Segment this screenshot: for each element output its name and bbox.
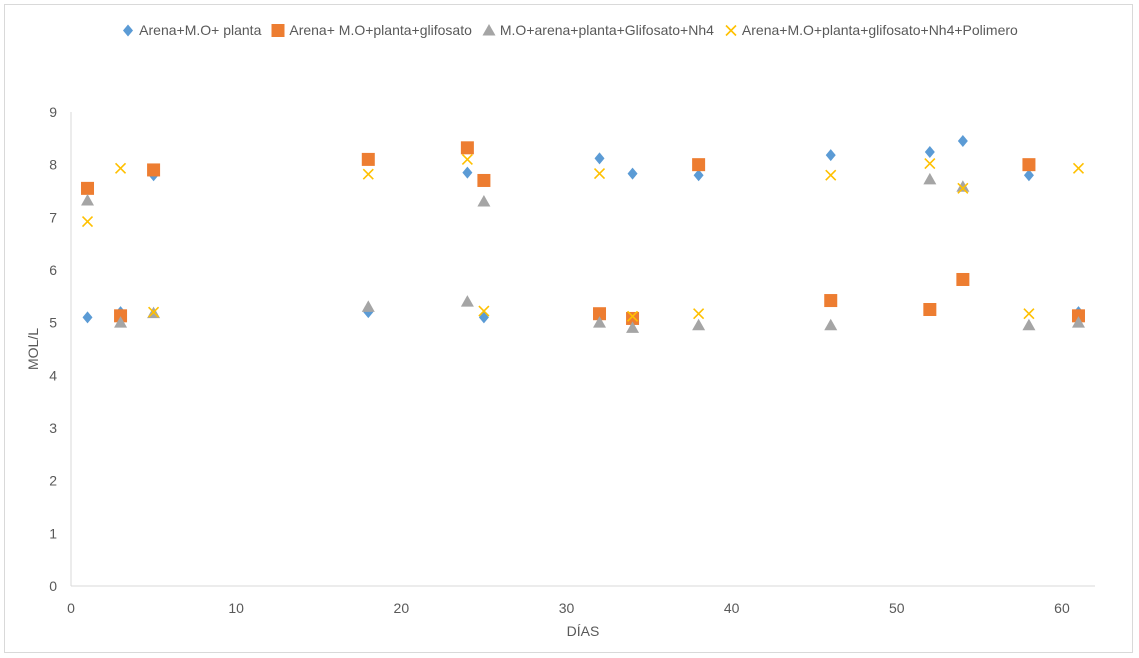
legend-marker [482, 24, 496, 36]
x-tick-label: 30 [559, 600, 575, 616]
legend-label: Arena+M.O+ planta [139, 22, 262, 38]
data-point-diamond [594, 152, 605, 165]
y-tick-label: 9 [49, 104, 57, 120]
legend-label: Arena+M.O+planta+glifosato+Nh4+Polimero [741, 22, 1018, 38]
y-tick-label: 0 [49, 578, 57, 594]
data-point-x [957, 182, 969, 194]
series-3 [81, 172, 1085, 333]
y-tick-label: 4 [49, 367, 57, 383]
data-point-diamond [825, 149, 836, 162]
data-point-triangle [593, 316, 607, 328]
data-point-diamond [957, 134, 968, 147]
data-point-square [923, 303, 937, 316]
data-point-triangle [1022, 318, 1036, 331]
series-4 [81, 153, 1085, 322]
data-point-x [693, 308, 705, 320]
data-point-x [478, 305, 490, 317]
data-point-diamond [82, 311, 93, 324]
x-tick-label: 10 [228, 600, 244, 616]
data-point-triangle [114, 316, 128, 328]
data-point-triangle [460, 295, 474, 307]
data-point-diamond [627, 167, 638, 180]
data-point-x [1023, 308, 1035, 320]
data-point-square [361, 152, 375, 166]
data-point-x [81, 215, 94, 228]
y-tick-label: 1 [49, 525, 57, 541]
data-point-x [148, 306, 160, 318]
data-point-triangle [477, 195, 491, 207]
data-point-square [956, 272, 970, 286]
data-point-x [114, 162, 127, 174]
data-point-square [1022, 158, 1036, 172]
legend: Arena+M.O+ planta Arena+ M.O+planta+glifo… [0, 22, 1139, 38]
data-point-triangle [692, 318, 706, 331]
legend-label: Arena+ M.O+planta+glifosato [289, 22, 472, 38]
data-point-triangle [361, 300, 375, 312]
x-tick-label: 20 [394, 600, 410, 616]
data-point-square [593, 307, 607, 321]
data-point-square [114, 309, 128, 323]
x-tick-label: 50 [889, 600, 905, 616]
data-point-x [626, 310, 639, 322]
data-point-triangle [956, 180, 970, 192]
data-point-triangle [824, 318, 838, 331]
y-tick-label: 5 [49, 315, 57, 331]
axes: 0 1 2 3 4 5 6 7 8 9 0 10 20 30 40 50 60 [49, 104, 1095, 616]
data-point-x [461, 153, 473, 165]
legend-label: M.O+arena+planta+Glifosato+Nh4 [499, 22, 714, 38]
data-point-x [924, 158, 936, 170]
x-axis-title: DÍAS [567, 623, 600, 639]
y-axis-title: MOL/L [25, 328, 41, 370]
data-point-square [1071, 309, 1085, 323]
data-point-square [477, 173, 491, 187]
legend-marker [725, 24, 737, 37]
data-point-x [362, 168, 374, 180]
data-point-triangle [923, 172, 937, 185]
legend-diamond [123, 24, 134, 37]
x-tick-label: 0 [67, 600, 75, 616]
legend-square [271, 24, 285, 37]
legend-item-4: Arena+M.O+planta+glifosato+Nh4+Polimero [724, 22, 1018, 38]
y-tick-label: 3 [49, 420, 57, 436]
y-tick-label: 2 [49, 473, 57, 489]
series-1 [82, 134, 1084, 324]
series-2 [81, 141, 1085, 325]
legend-x [725, 24, 737, 37]
data-point-square [81, 181, 95, 195]
data-point-diamond [924, 146, 935, 159]
legend-marker [271, 24, 285, 37]
x-tick-label: 40 [724, 600, 740, 616]
chart-frame [4, 4, 1133, 653]
data-point-square [692, 158, 706, 172]
data-point-square [147, 163, 161, 177]
y-tick-label: 8 [49, 157, 57, 173]
data-point-x [593, 168, 606, 180]
legend-item-2: Arena+ M.O+planta+glifosato [271, 22, 472, 38]
data-point-triangle [81, 193, 95, 206]
data-point-diamond [478, 311, 489, 324]
data-point-triangle [1071, 316, 1085, 328]
data-point-diamond [462, 166, 473, 179]
data-marks [81, 134, 1085, 333]
y-tick-label: 7 [49, 209, 57, 225]
legend-item-1: Arena+M.O+ planta [121, 22, 261, 38]
data-point-triangle [626, 321, 640, 333]
legend-triangle [482, 24, 496, 36]
data-point-square [460, 141, 474, 155]
legend-marker [123, 24, 134, 37]
data-point-diamond [693, 169, 704, 182]
y-tick-label: 6 [49, 262, 57, 278]
data-point-square [626, 311, 640, 325]
data-point-diamond [1023, 169, 1034, 182]
data-point-x [825, 169, 837, 181]
legend-item-3: M.O+arena+planta+Glifosato+Nh4 [482, 22, 714, 38]
x-tick-label: 60 [1054, 600, 1070, 616]
data-point-x [1072, 162, 1085, 174]
data-point-square [824, 294, 838, 308]
